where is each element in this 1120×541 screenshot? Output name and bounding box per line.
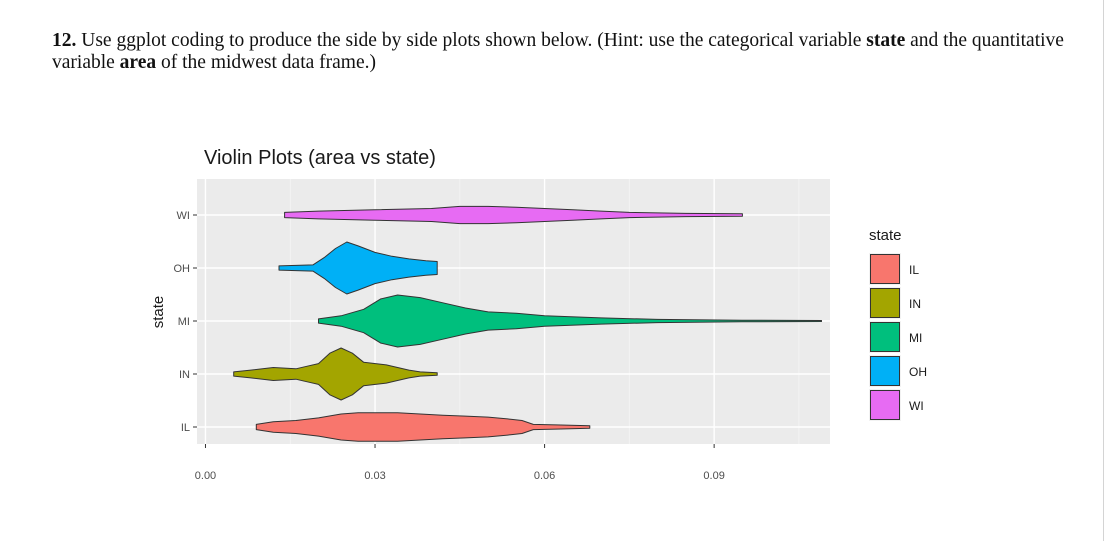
legend: IL IN MI OH WI bbox=[869, 253, 927, 421]
question-text-part: of the midwest data frame.) bbox=[156, 52, 376, 73]
violin-il bbox=[255, 412, 591, 442]
question-text-part: Use ggplot coding to produce the side by… bbox=[76, 30, 867, 51]
page-edge-divider bbox=[1103, 0, 1104, 541]
x-tick-label: 0.06 bbox=[534, 470, 555, 482]
legend-swatch-wi bbox=[870, 390, 900, 420]
legend-swatch-in bbox=[870, 288, 900, 318]
y-tick-label: IL bbox=[181, 422, 190, 434]
x-tick-label: 0.03 bbox=[364, 470, 385, 482]
x-tick-label: 0.09 bbox=[703, 470, 724, 482]
legend-swatch-mi bbox=[870, 322, 900, 352]
legend-label-oh: OH bbox=[909, 365, 927, 379]
y-tick-label: MI bbox=[178, 316, 190, 328]
violin-wi bbox=[284, 205, 743, 225]
violin-oh bbox=[278, 241, 438, 295]
y-tick-label: IN bbox=[179, 369, 190, 381]
variable-state: state bbox=[866, 30, 906, 51]
question-text: 12. Use ggplot coding to produce the sid… bbox=[52, 30, 1092, 74]
y-axis-title: state bbox=[150, 296, 167, 329]
legend-swatch-oh bbox=[870, 356, 900, 386]
legend-label-wi: WI bbox=[909, 399, 924, 413]
y-tick-label: WI bbox=[177, 210, 190, 222]
x-tick-label: 0.00 bbox=[195, 470, 216, 482]
legend-title: state bbox=[869, 227, 902, 244]
axes: 0.00 0.03 0.06 0.09 IL IN MI OH WI bbox=[174, 210, 725, 482]
question-number: 12. bbox=[52, 30, 77, 51]
legend-label-in: IN bbox=[909, 297, 921, 311]
chart-title: Violin Plots (area vs state) bbox=[204, 147, 436, 169]
legend-swatch-il bbox=[870, 254, 900, 284]
question-text-part: and the quantitative variable bbox=[52, 30, 1064, 73]
violins bbox=[233, 205, 822, 442]
y-tick-label: OH bbox=[174, 263, 191, 275]
variable-area: area bbox=[119, 52, 157, 73]
violin-in bbox=[233, 347, 438, 401]
violin-mi bbox=[318, 294, 822, 348]
legend-label-il: IL bbox=[909, 263, 919, 277]
legend-label-mi: MI bbox=[909, 331, 922, 345]
